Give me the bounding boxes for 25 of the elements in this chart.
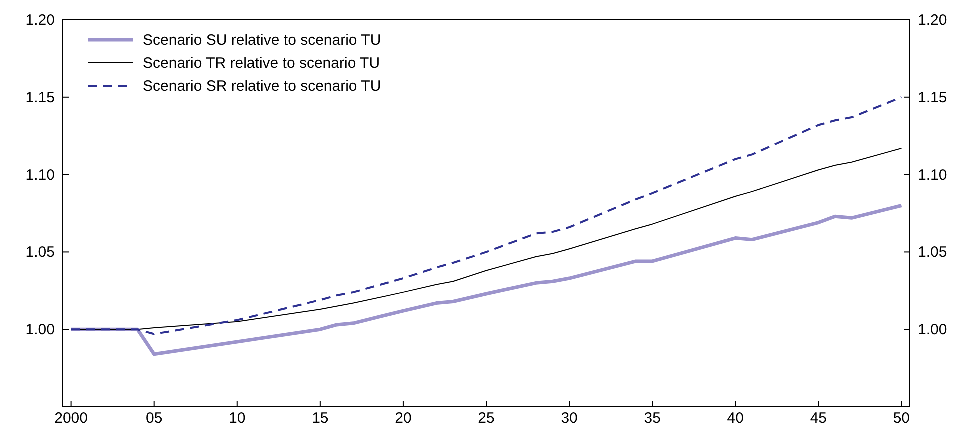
x-tick-label: 10 [229, 410, 246, 427]
x-tick-label: 50 [893, 410, 910, 427]
x-tick-label: 35 [644, 410, 661, 427]
y-tick-label: 1.15 [26, 89, 55, 106]
x-tick-label: 40 [727, 410, 744, 427]
y2-tick-label: 1.10 [918, 166, 948, 184]
y2-tick-label: 1.15 [918, 89, 948, 106]
x-tick-label: 15 [312, 410, 329, 427]
y-tick-label: 1.05 [26, 244, 55, 262]
y-tick-label: 1.00 [26, 322, 55, 339]
y-tick-label: 1.10 [26, 166, 55, 184]
y2-tick-label: 1.20 [918, 12, 948, 29]
x-tick-label: 20 [395, 410, 412, 427]
line-series [70, 204, 904, 356]
x-tick-label: 05 [146, 410, 163, 427]
y2-tick-label: 1.05 [918, 244, 948, 262]
x-tick-label: 25 [478, 410, 495, 427]
legend-label: Scenario SR relative to scenario TU [143, 78, 382, 95]
x-tick-label: 2000 [54, 410, 88, 427]
x-tick-label: 30 [561, 410, 578, 427]
legend-label: Scenario SU relative to scenario TU [143, 32, 382, 49]
y2-tick-label: 1.00 [918, 322, 948, 339]
x-tick-label: 45 [810, 410, 827, 427]
legend-label: Scenario TR relative to scenario TU [143, 55, 380, 72]
y-tick-label: 1.20 [26, 12, 55, 29]
